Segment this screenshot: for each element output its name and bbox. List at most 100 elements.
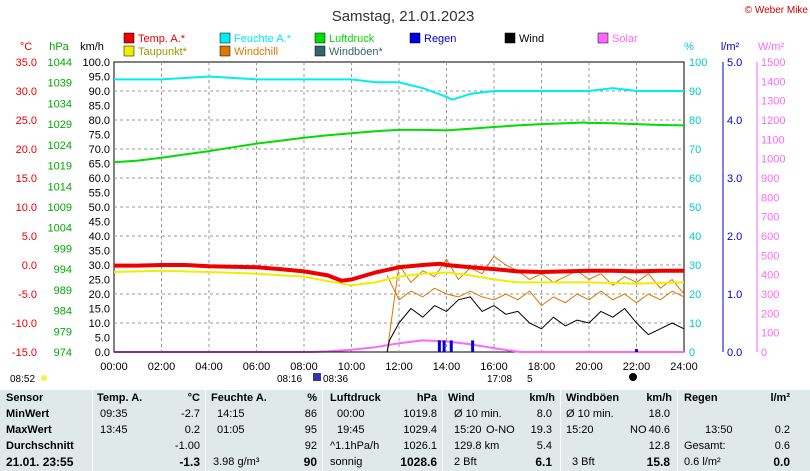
rain-bar	[442, 340, 446, 352]
avg-hum-value: 92	[304, 440, 317, 452]
min-temp-time: 09:35	[100, 408, 128, 420]
avg-rain-value: 0.6	[774, 440, 790, 452]
wind-tick-label: 40.0	[89, 231, 110, 243]
pressure-unit-label: hPa	[49, 41, 69, 53]
temp-tick-label: 10.0	[16, 202, 37, 214]
avg-temp-value: -1.00	[174, 440, 200, 452]
avg-press-trend: ^1.1hPa/h	[330, 440, 380, 452]
humidity-tick-label: 50	[689, 202, 701, 214]
solar-tick-label: 200	[761, 308, 779, 320]
wind-tick-label: 10.0	[89, 318, 110, 330]
solar-tick-label: 700	[761, 212, 779, 224]
rain-bar	[635, 349, 638, 352]
legend-swatch-wind	[504, 32, 516, 44]
column-divider	[92, 390, 93, 471]
solar-tick-label: 1200	[761, 115, 785, 127]
series-line-temp-a	[114, 261, 684, 283]
pressure-tick-label: 1044	[48, 57, 72, 69]
wind-tick-label: 30.0	[89, 260, 110, 272]
current-label: 21.01. 23:55	[6, 455, 74, 469]
solar-tick-label: 0	[761, 347, 767, 359]
pressure-tick-label: 984	[54, 306, 72, 318]
pressure-tick-label: 1029	[48, 119, 72, 131]
rain-bar	[471, 340, 475, 352]
time-tick-label: 12:00	[385, 361, 413, 373]
legend-swatch-gust	[314, 45, 326, 57]
min-gust-label: Ø 10 min.	[566, 408, 614, 420]
stats-max-row: MaxWert 13:45 0.2 01:05 95 19:45 1029.4 …	[0, 422, 810, 438]
min-wind-label: Ø 10 min.	[454, 408, 502, 420]
current-rain-rate: 0.6 l/m²	[684, 456, 721, 468]
wind-tick-label: 90.0	[89, 86, 110, 98]
solar-tick-label: 800	[761, 192, 779, 204]
current-wind-bft: 2 Bft	[454, 456, 477, 468]
legend-swatch-solar	[597, 32, 609, 44]
hum-header: Feuchte A.	[211, 392, 267, 404]
max-press-value: 1029.4	[403, 424, 437, 436]
wind-unit-label: km/h	[80, 41, 104, 53]
series-line-wind	[114, 296, 685, 353]
axes: 35.0 30.0 25.0 20.0 15.0 10.0 5.0 0.0 -5.0 -10.0 -…	[12, 57, 786, 373]
series-line-taupunkt	[113, 269, 685, 287]
temp-tick-label: 15.0	[16, 173, 37, 185]
solar-unit-label: W/m²	[758, 41, 785, 53]
stats-min-row: MinWert 09:35 -2.7 14:15 86 00:00 1019.8…	[0, 406, 810, 422]
time-tick-label: 06:00	[243, 361, 271, 373]
max-wind-value: 19.3	[530, 424, 552, 436]
solar-tick-label: 100	[761, 328, 779, 340]
time-tick-label: 16:00	[480, 361, 508, 373]
stats-avg-row: Durchschnitt -1.00 92 ^1.1hPa/h 1026.1 1…	[0, 438, 810, 454]
rain-bar	[437, 340, 441, 352]
pressure-tick-label: 989	[54, 285, 72, 297]
weather-chart: Samstag, 21.01.2023 © Weber Mike Temp. A…	[10, 5, 808, 385]
stats-table: Sensor Temp. A. °C Feuchte A. % Luftdruc…	[0, 390, 810, 471]
legend-swatch-rain	[409, 32, 421, 44]
time-tick-label: 08:00	[290, 361, 318, 373]
time-tick-label: 18:00	[528, 361, 556, 373]
wind-unit: km/h	[529, 392, 555, 404]
temp-unit: °C	[187, 392, 200, 404]
temp-tick-label: 30.0	[16, 86, 37, 98]
solar-tick-label: 400	[761, 270, 779, 282]
wind-tick-label: 80.0	[89, 115, 110, 127]
moonset-icon	[41, 375, 47, 381]
wind-tick-label: 55.0	[89, 188, 110, 200]
legend-label-wind: Wind	[519, 33, 544, 45]
humidity-tick-label: 40	[689, 231, 701, 243]
max-gust-value: 40.6	[648, 424, 670, 436]
rain-tick-label: 2.0	[727, 231, 742, 243]
current-wind-value: 6.1	[535, 455, 552, 469]
temp-tick-label: 20.0	[16, 144, 37, 156]
legend-label-temp: Temp. A.*	[138, 33, 186, 45]
current-gust-bft: 3 Bft	[572, 456, 595, 468]
temp-tick-label: -10.0	[12, 318, 37, 330]
humidity-tick-label: 70	[689, 144, 701, 156]
time-tick-label: 24:00	[670, 361, 698, 373]
sensor-header: Sensor	[6, 392, 44, 404]
column-divider	[322, 390, 323, 471]
time-tick-label: 02:00	[148, 361, 176, 373]
humidity-tick-label: 80	[689, 115, 701, 127]
press-header: Luftdruck	[330, 392, 381, 404]
max-label: MaxWert	[6, 424, 52, 436]
current-rain-value: 0.0	[773, 455, 790, 469]
column-divider	[442, 390, 443, 471]
min-gust-value: 18.0	[648, 408, 670, 420]
series-line-luftdruck	[113, 121, 685, 164]
column-divider	[677, 390, 678, 471]
moon-phase-icon	[313, 373, 321, 381]
wind-tick-label: 5.0	[95, 333, 110, 345]
wind-tick-label: 25.0	[89, 275, 110, 287]
humidity-tick-label: 10	[689, 318, 701, 330]
rain-unit: l/m²	[770, 392, 790, 404]
time-tick-label: 22:00	[623, 361, 651, 373]
legend-label-dewpoint: Taupunkt*	[138, 46, 188, 58]
legend-label-solar: Solar	[612, 33, 638, 45]
wind-tick-label: 75.0	[89, 130, 110, 142]
temp-header: Temp. A.	[97, 392, 143, 404]
temp-tick-label: -15.0	[12, 347, 37, 359]
temp-tick-label: 5.0	[22, 231, 37, 243]
sunset-time: 17:08	[487, 374, 512, 385]
wind-tick-label: 95.0	[89, 72, 110, 84]
avg-rain-label: Gesamt:	[684, 440, 726, 452]
